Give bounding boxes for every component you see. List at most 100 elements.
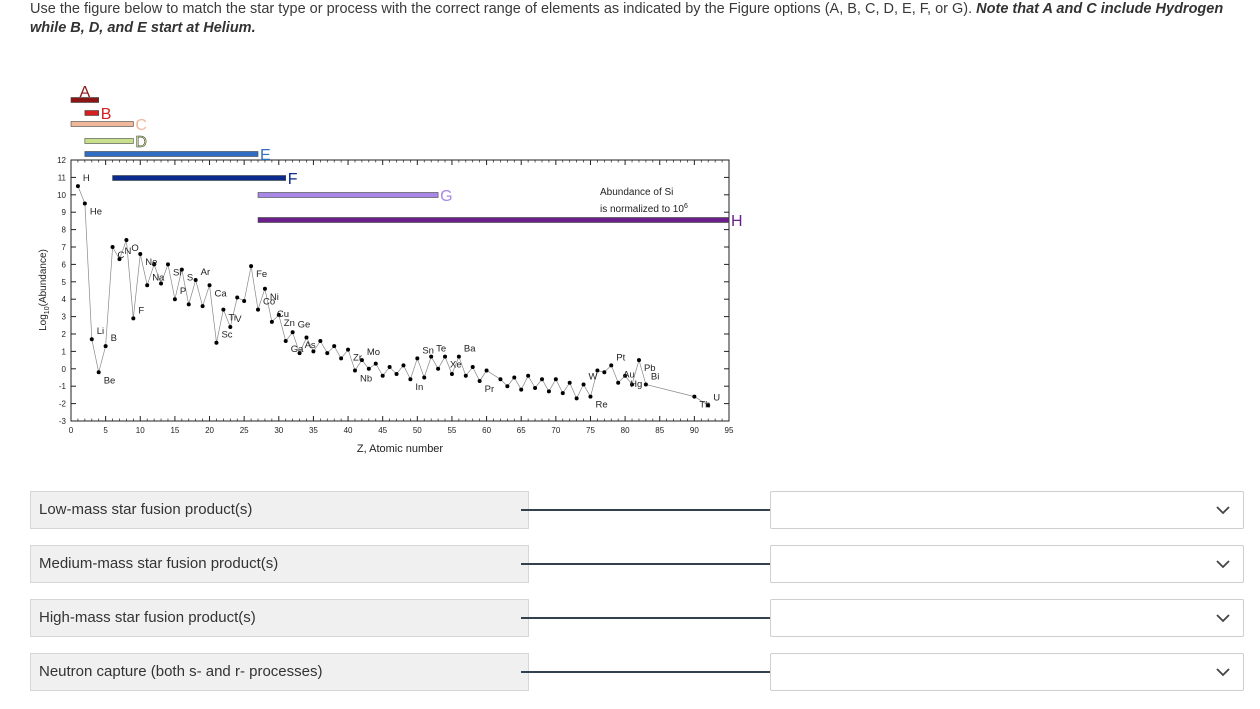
range-bar-label: C xyxy=(135,117,147,134)
data-point xyxy=(276,312,281,317)
select-medium-mass[interactable] xyxy=(770,545,1244,583)
data-point xyxy=(546,389,551,394)
chevron-down-icon xyxy=(1216,668,1230,677)
element-label: Nb xyxy=(360,374,372,385)
element-label: F xyxy=(138,305,144,316)
x-tick-label: 30 xyxy=(274,426,283,435)
connector-line xyxy=(521,509,770,511)
x-tick-label: 5 xyxy=(103,426,108,435)
data-point xyxy=(214,340,219,345)
y-tick-label: 5 xyxy=(62,278,67,287)
element-label: Ar xyxy=(201,267,211,278)
element-label: C xyxy=(118,250,125,261)
data-point xyxy=(235,295,240,300)
range-bar-label: D xyxy=(135,134,147,151)
element-label: Be xyxy=(104,375,116,386)
element-label: Ti xyxy=(228,313,236,324)
data-point xyxy=(186,302,191,307)
element-label: Ne xyxy=(145,257,157,268)
element-label: Bi xyxy=(651,371,659,382)
range-bar xyxy=(112,175,287,181)
data-point xyxy=(131,316,136,321)
x-tick-label: 80 xyxy=(621,426,630,435)
data-point xyxy=(82,201,87,206)
range-bar xyxy=(84,151,259,157)
data-point xyxy=(103,344,108,349)
data-point xyxy=(415,356,420,361)
data-point xyxy=(643,382,648,387)
prompt-high-mass: High-mass star fusion product(s) xyxy=(30,599,529,637)
annotation-line-2: is normalized to 106 xyxy=(600,203,688,215)
data-point xyxy=(595,368,600,373)
data-point xyxy=(422,375,427,380)
connector-line xyxy=(521,563,770,565)
chevron-down-icon xyxy=(1216,560,1230,569)
select-high-mass[interactable] xyxy=(770,599,1244,637)
data-point xyxy=(352,368,357,373)
range-bar xyxy=(70,121,134,127)
element-label: W xyxy=(589,371,598,382)
match-row-high-mass: High-mass star fusion product(s) xyxy=(30,599,1244,637)
annotation-exponent: 6 xyxy=(684,203,688,210)
data-point xyxy=(401,363,406,368)
x-tick-label: 70 xyxy=(551,426,560,435)
element-label: Sc xyxy=(221,330,232,341)
x-tick-label: 90 xyxy=(690,426,699,435)
x-tick-label: 20 xyxy=(205,426,214,435)
element-label: Re xyxy=(595,400,607,411)
x-tick-label: 85 xyxy=(655,426,664,435)
element-label: O xyxy=(131,243,138,254)
element-label: Hg xyxy=(630,379,642,390)
data-point xyxy=(297,351,302,356)
data-point xyxy=(512,375,517,380)
data-point xyxy=(290,330,295,335)
element-label: Ni xyxy=(270,292,279,303)
data-point xyxy=(311,349,316,354)
data-point xyxy=(256,307,261,312)
data-point xyxy=(394,372,399,377)
plot-frame xyxy=(70,159,730,422)
element-label: H xyxy=(83,173,90,184)
data-point xyxy=(706,403,711,408)
x-tick-label: 55 xyxy=(447,426,456,435)
y-tick-label: 2 xyxy=(62,330,67,339)
data-point xyxy=(602,370,607,375)
element-label: Pr xyxy=(485,384,495,395)
element-label: Sn xyxy=(422,345,434,356)
data-point xyxy=(325,351,330,356)
data-point xyxy=(616,380,621,385)
range-bar-label: A xyxy=(80,84,91,101)
data-point xyxy=(200,304,205,309)
data-point xyxy=(553,377,558,382)
range-bar-label: F xyxy=(288,171,298,188)
x-tick-label: 40 xyxy=(344,426,353,435)
data-point xyxy=(567,380,572,385)
element-label: Zn xyxy=(284,318,295,329)
chevron-down-icon xyxy=(1216,614,1230,623)
data-point xyxy=(172,297,177,302)
data-point xyxy=(179,267,184,272)
data-point xyxy=(498,377,503,382)
y-tick-label: 12 xyxy=(57,156,66,165)
y-tick-label: -2 xyxy=(59,400,67,409)
x-tick-label: 35 xyxy=(309,426,318,435)
element-label: Ga xyxy=(291,344,304,355)
data-point xyxy=(505,384,510,389)
prompt-low-mass: Low-mass star fusion product(s) xyxy=(30,491,529,529)
select-low-mass[interactable] xyxy=(770,491,1244,529)
select-neutron-capture[interactable] xyxy=(770,653,1244,691)
data-point xyxy=(332,344,337,349)
match-row-medium-mass: Medium-mass star fusion product(s) xyxy=(30,545,1244,583)
element-label: Si xyxy=(173,267,181,278)
range-bar-label: H xyxy=(731,213,743,230)
data-point xyxy=(560,391,565,396)
data-point xyxy=(145,283,150,288)
data-point xyxy=(429,354,434,359)
range-bar xyxy=(257,217,730,223)
element-label: P xyxy=(180,286,186,297)
data-point xyxy=(165,262,170,267)
element-label: Zr xyxy=(353,353,362,364)
element-label: As xyxy=(305,340,316,351)
range-bar xyxy=(257,192,439,198)
element-label: Pt xyxy=(616,352,625,363)
